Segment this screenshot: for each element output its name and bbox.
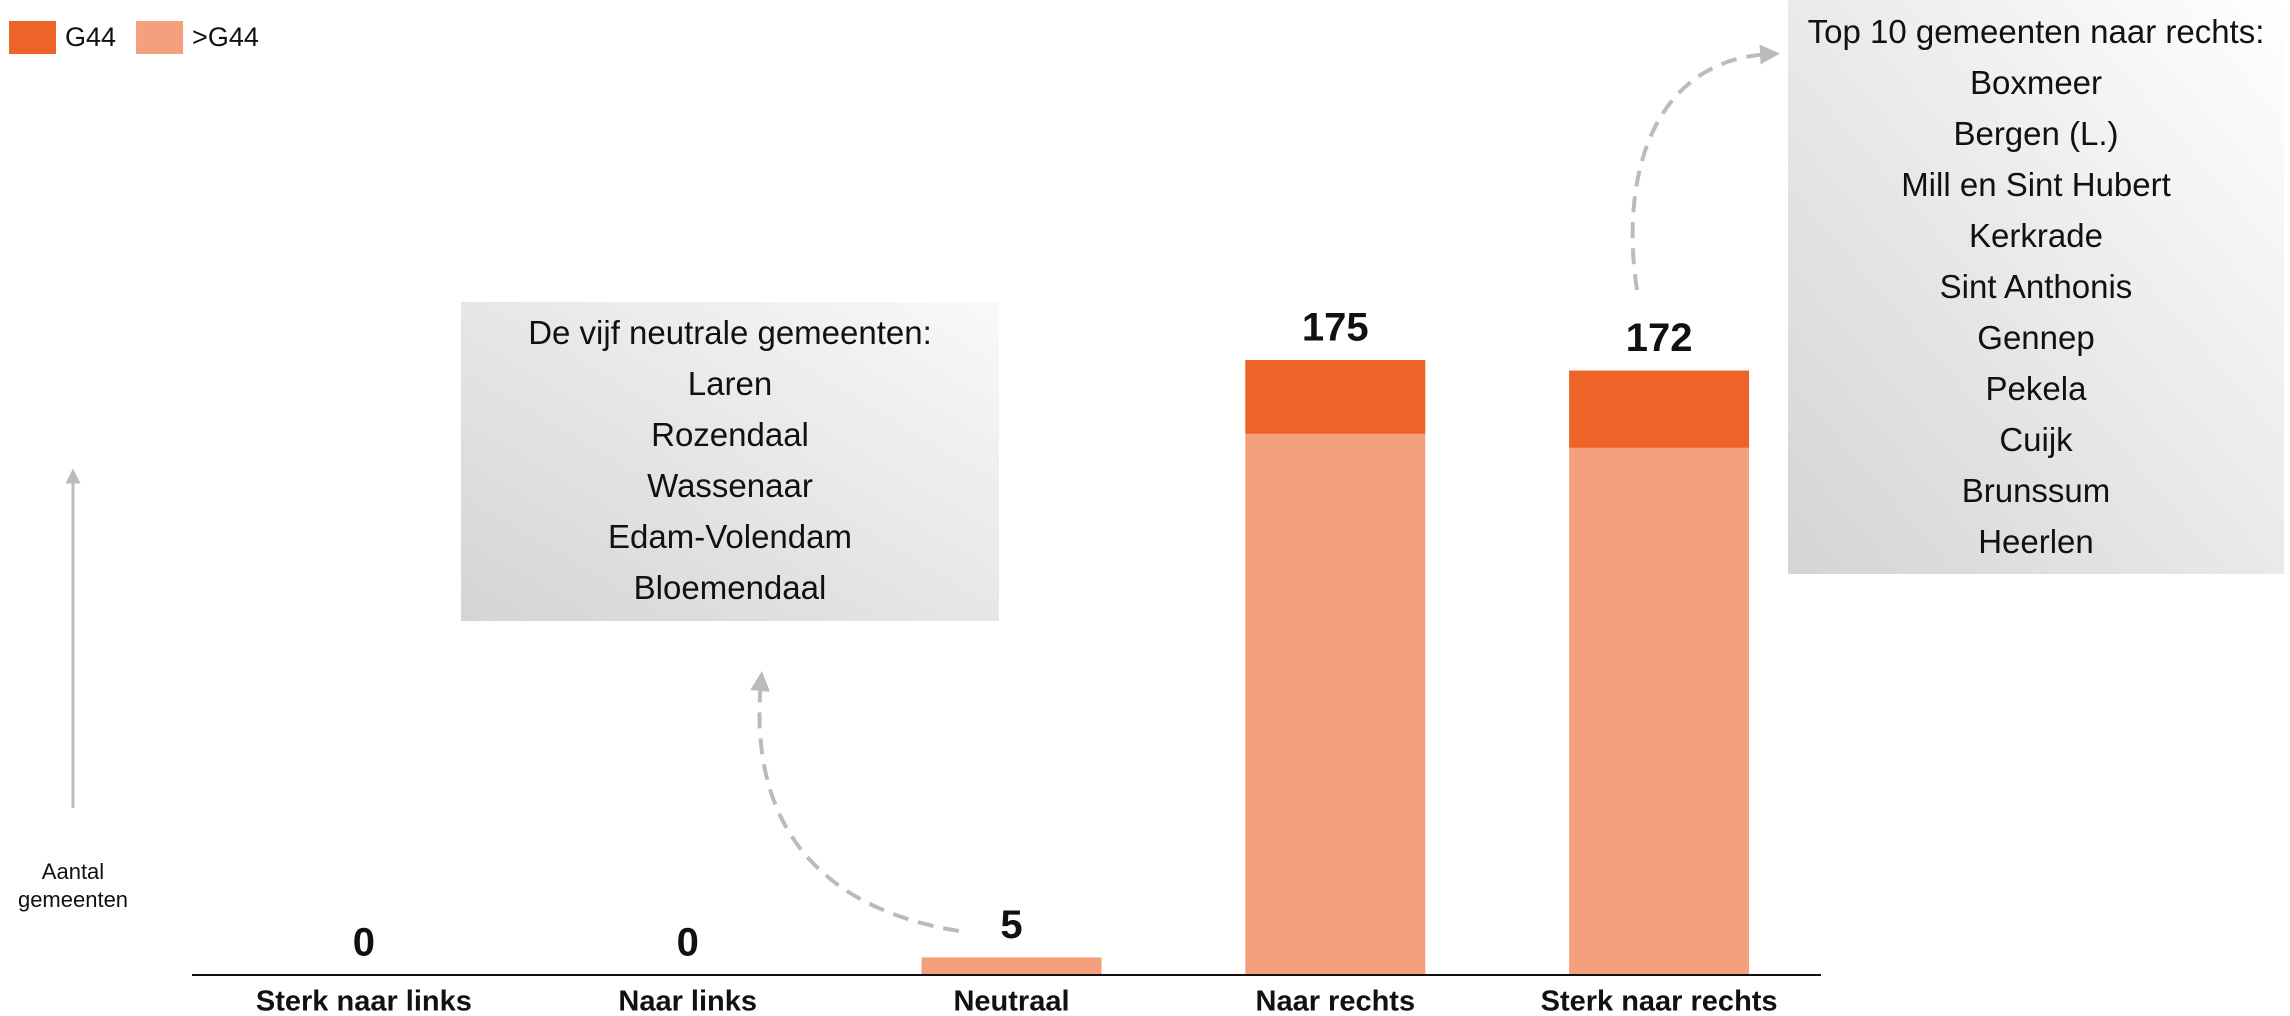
total-label: 175: [1302, 306, 1369, 350]
x-tick-label: Naar links: [618, 986, 757, 1016]
total-label: 5: [1000, 903, 1022, 947]
legend-label: G44: [65, 22, 116, 52]
annotation-item: Boxmeer: [1969, 64, 2103, 101]
dashed-arrow: [750, 671, 960, 933]
annotation-box: Top 10 gemeenten naar rechts: Boxmeer Berg…: [1788, 0, 2284, 574]
annotation-item: Wassenaar: [647, 467, 813, 504]
annotation-item: Laren: [687, 365, 773, 402]
total-label: 0: [353, 921, 375, 965]
y-axis-label: Aantal gemeenten: [17, 859, 129, 912]
bar-segment: [1569, 370, 1750, 448]
annotation-item: Brunssum: [1961, 472, 2111, 509]
annotation-item: Bergen (L.): [1953, 115, 2119, 152]
annotation-item: Kerkrade: [1969, 217, 2103, 254]
bar-segment: [1569, 447, 1750, 975]
annotation-item: Edam-Volendam: [608, 518, 852, 555]
legend-swatch: [136, 21, 184, 54]
legend-label: >G44: [192, 22, 259, 52]
bar-segment: [1245, 360, 1426, 434]
legend-swatch: [9, 21, 56, 54]
dashed-arrow: [1630, 44, 1780, 291]
annotation-item: Sint Anthonis: [1939, 268, 2133, 305]
annotation-box: De vijf neutrale gemeenten: Laren Rozendaa…: [461, 302, 999, 621]
annotation-item: Bloemendaal: [633, 569, 827, 606]
x-tick-label: Sterk naar links: [256, 986, 472, 1016]
bar-segment: [1245, 433, 1426, 975]
annotation-title: Top 10 gemeenten naar rechts:: [1807, 13, 2265, 50]
annotation-item: Heerlen: [1978, 523, 2094, 560]
x-tick-label: Naar rechts: [1256, 986, 1416, 1016]
annotation-item: Mill en Sint Hubert: [1901, 166, 2171, 203]
total-label: 172: [1626, 316, 1693, 360]
annotation-item: Cuijk: [1999, 421, 2073, 458]
annotation-item: Gennep: [1977, 319, 2095, 356]
total-label: 0: [677, 921, 699, 965]
x-tick-label: Neutraal: [953, 986, 1069, 1016]
annotation-item: Pekela: [1985, 370, 2087, 407]
annotation-title: De vijf neutrale gemeenten:: [528, 314, 932, 351]
bar-segment: [921, 957, 1102, 975]
x-tick-label: Sterk naar rechts: [1541, 986, 1778, 1016]
annotation-item: Rozendaal: [651, 416, 809, 453]
